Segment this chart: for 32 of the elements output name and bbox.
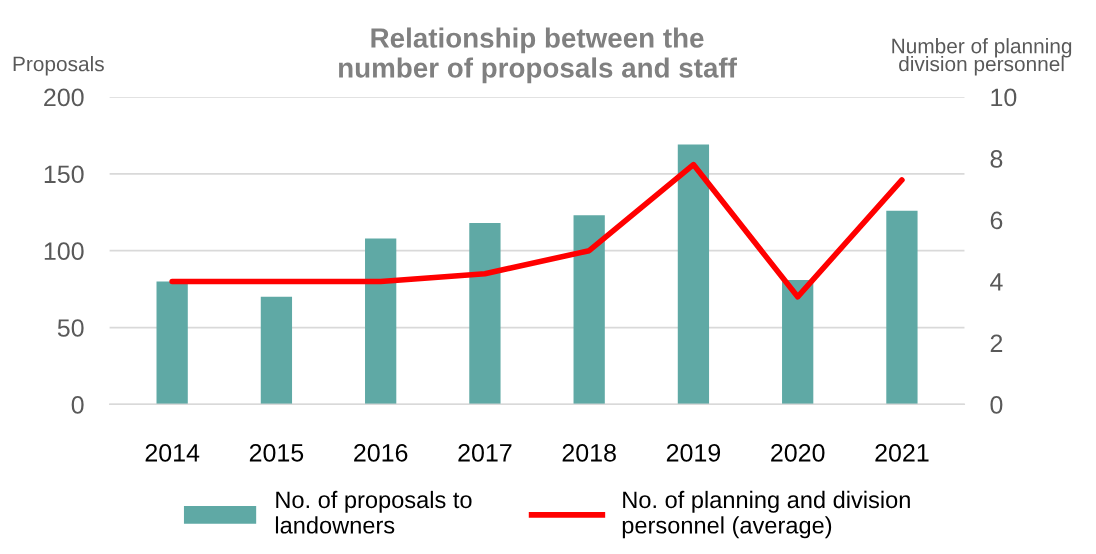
y2-tick-label: 6: [990, 211, 1003, 230]
x-tick-label: 2020: [771, 443, 825, 462]
y2-tick-label: 8: [990, 150, 1003, 168]
y-axis-title: Proposals: [13, 56, 104, 76]
legend-label: No. of proposals to landowners: [275, 490, 472, 534]
bar: [782, 279, 814, 405]
y2-tick-label: 4: [990, 273, 1003, 291]
x-tick-label: 2017: [458, 443, 512, 462]
y2-tick-label: 10: [991, 88, 1017, 107]
bar: [365, 238, 397, 405]
legend-label: No. of planning and division personnel (average): [622, 490, 910, 539]
y-tick-label: 200: [44, 88, 84, 107]
y2-tick-label: 2: [990, 334, 1003, 352]
y-tick-label: 100: [44, 242, 84, 260]
bar: [260, 296, 293, 405]
chart-title: Relationship between the number of proposals and staff: [339, 27, 737, 84]
y-tick-label: 0: [71, 396, 84, 414]
x-tick-label: 2021: [875, 443, 929, 462]
bar: [573, 215, 605, 405]
y2-tick-label: 0: [990, 396, 1003, 414]
bar: [156, 281, 188, 405]
bar: [886, 210, 918, 405]
bar: [469, 223, 501, 405]
y-tick-label: 150: [44, 165, 84, 184]
x-tick-label: 2019: [666, 443, 721, 462]
x-tick-label: 2018: [562, 443, 616, 462]
x-tick-label: 2015: [249, 443, 304, 462]
bar: [677, 144, 710, 405]
y2-axis-title: Number of planning division personnel: [892, 38, 1072, 76]
x-tick-label: 2014: [145, 443, 200, 462]
y-tick-label: 50: [57, 319, 84, 337]
x-tick-label: 2016: [354, 443, 408, 462]
